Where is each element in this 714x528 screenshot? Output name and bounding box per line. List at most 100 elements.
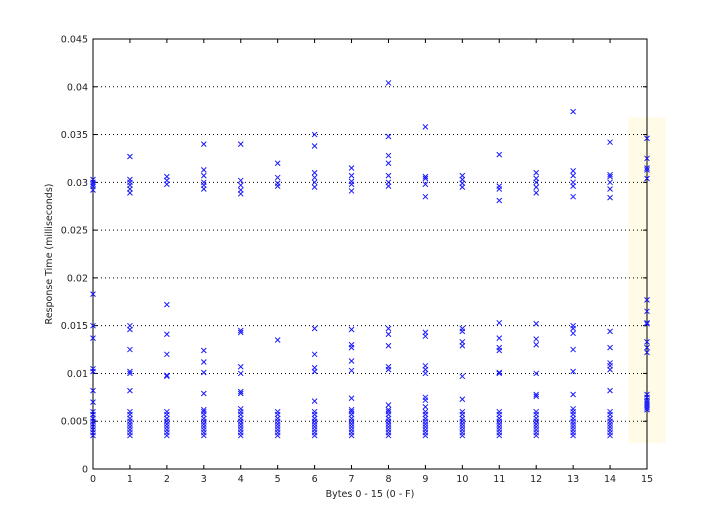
data-point <box>311 143 318 149</box>
data-point <box>644 404 650 411</box>
data-point <box>200 172 207 179</box>
x-tick-label: 4 <box>238 474 244 485</box>
data-point <box>90 291 96 297</box>
data-point <box>644 319 650 326</box>
data-point <box>533 184 540 190</box>
data-point <box>644 297 650 303</box>
y-tick-label: 0.005 <box>61 417 88 428</box>
data-point <box>164 432 170 439</box>
data-point <box>348 395 355 402</box>
data-point <box>570 168 576 174</box>
data-point <box>644 344 650 351</box>
data-point <box>237 141 244 147</box>
data-point <box>164 181 170 188</box>
points-layer <box>90 80 650 439</box>
data-point <box>311 174 318 181</box>
data-point <box>422 124 429 130</box>
y-tick-label: 0.045 <box>61 35 88 46</box>
data-point <box>644 135 650 142</box>
data-point <box>385 80 392 86</box>
axes-frame <box>92 38 648 470</box>
y-tick-label: 0.02 <box>67 273 88 284</box>
data-point <box>533 179 540 186</box>
y-tick-label: 0 <box>82 465 88 476</box>
data-point <box>459 396 466 403</box>
data-point <box>607 366 613 373</box>
data-point <box>496 370 503 377</box>
data-point <box>422 432 429 439</box>
data-point <box>533 341 540 348</box>
data-point <box>570 108 576 115</box>
data-point <box>311 432 318 439</box>
data-point <box>348 326 355 333</box>
x-tick-label: 15 <box>641 474 653 485</box>
data-point <box>496 186 503 192</box>
data-point <box>274 160 281 167</box>
data-point <box>90 387 96 394</box>
x-tick-label: 6 <box>312 474 318 485</box>
data-point <box>385 172 392 179</box>
data-point <box>200 347 207 354</box>
data-point <box>607 171 613 178</box>
data-point <box>459 184 466 190</box>
data-point <box>385 432 392 439</box>
data-point <box>237 182 244 189</box>
grid-layer <box>93 86 647 422</box>
data-point <box>348 188 355 194</box>
data-point <box>90 399 96 405</box>
data-point <box>348 358 355 364</box>
data-point <box>348 344 355 351</box>
data-point <box>533 336 540 342</box>
data-point <box>644 175 650 182</box>
data-point <box>311 351 318 358</box>
data-point <box>644 155 650 162</box>
x-tick-label: 5 <box>275 474 281 485</box>
data-point <box>164 372 170 379</box>
data-point <box>90 432 96 439</box>
data-point <box>570 183 576 190</box>
data-point <box>607 139 613 146</box>
data-point <box>385 331 392 338</box>
x-tick-label: 10 <box>456 474 468 485</box>
data-point <box>533 320 540 327</box>
data-point <box>607 194 613 201</box>
data-point <box>311 325 318 332</box>
data-point <box>570 391 576 398</box>
x-axis-ticks: 0 1 2 3 4 5 6 7 8 9 10 11 12 13 14 15 <box>90 39 653 485</box>
data-point <box>311 368 318 375</box>
data-point <box>644 339 650 345</box>
data-point <box>422 181 429 188</box>
data-point <box>570 330 576 337</box>
data-point <box>164 301 170 308</box>
data-point <box>237 363 244 370</box>
x-tick-label: 0 <box>90 474 96 485</box>
data-point <box>496 369 503 376</box>
data-point <box>607 186 613 192</box>
data-point <box>274 174 281 181</box>
data-point <box>607 328 613 335</box>
data-point <box>311 131 318 138</box>
data-point <box>348 165 355 171</box>
data-point <box>127 153 133 160</box>
data-point <box>237 190 244 197</box>
data-point <box>496 347 503 354</box>
x-tick-label: 3 <box>201 474 207 485</box>
x-tick-label: 9 <box>422 474 428 485</box>
data-point <box>200 406 207 413</box>
data-point <box>422 333 429 340</box>
data-point <box>311 184 318 190</box>
data-point <box>200 432 207 439</box>
data-point <box>237 327 244 334</box>
data-point <box>90 181 96 188</box>
x-tick-label: 2 <box>164 474 170 485</box>
data-point <box>644 167 650 173</box>
data-point <box>164 331 170 338</box>
data-point <box>237 177 244 184</box>
y-tick-label: 0.03 <box>67 178 88 189</box>
data-point <box>570 172 576 179</box>
data-point <box>644 349 650 356</box>
data-point <box>237 388 244 395</box>
data-point <box>385 406 392 413</box>
data-point <box>237 329 244 336</box>
